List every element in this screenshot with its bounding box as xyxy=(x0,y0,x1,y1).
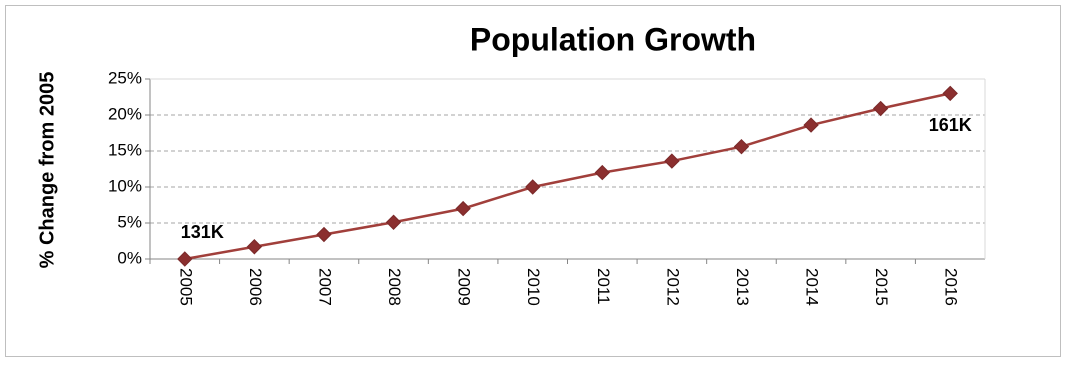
data-point xyxy=(385,214,402,230)
y-tick-label: 10% xyxy=(108,176,142,195)
data-point xyxy=(177,251,193,267)
data-point xyxy=(594,164,610,181)
x-tick-label: 2012 xyxy=(663,268,682,306)
data-point xyxy=(872,100,889,117)
annotation: 161K xyxy=(929,115,972,135)
data-point xyxy=(803,117,819,133)
y-tick-label: 5% xyxy=(117,212,142,231)
x-tick-label: 2011 xyxy=(594,268,613,305)
data-point xyxy=(246,239,263,255)
data-point xyxy=(455,200,471,217)
chart-title: Population Growth xyxy=(470,21,756,57)
data-point xyxy=(942,85,958,102)
x-tick-label: 2009 xyxy=(455,268,474,306)
data-point xyxy=(664,153,680,169)
y-tick-label: 25% xyxy=(108,68,142,87)
data-point xyxy=(733,138,750,155)
x-tick-label: 2010 xyxy=(524,268,543,306)
data-line xyxy=(184,92,951,261)
y-tick-label: 15% xyxy=(108,140,142,159)
x-tick-label: 2014 xyxy=(803,268,822,306)
x-tick-label: 2016 xyxy=(942,268,961,306)
y-tick-label: 0% xyxy=(117,248,142,267)
x-tick-label: 2015 xyxy=(872,268,891,306)
data-point xyxy=(525,179,541,195)
x-tick-label: 2013 xyxy=(733,268,752,306)
y-tick-label: 20% xyxy=(108,104,142,123)
data-point xyxy=(316,226,332,243)
y-axis-label: % Change from 2005 xyxy=(36,72,58,269)
x-tick-label: 2005 xyxy=(176,268,195,306)
x-tick-label: 2006 xyxy=(246,268,265,306)
annotation: 131K xyxy=(181,222,224,242)
x-tick-label: 2008 xyxy=(385,268,404,306)
x-tick-label: 2007 xyxy=(315,268,334,306)
